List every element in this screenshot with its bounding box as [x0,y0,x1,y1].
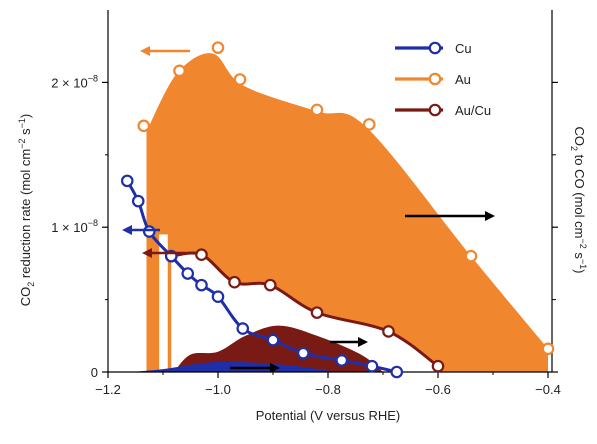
data-point [382,325,395,338]
cu-right-arrow-head [270,363,280,373]
axis-label-part: −1 [17,118,27,128]
axis-label-part: ) [572,269,587,273]
y-tick-exponent: −8 [88,73,98,83]
data-point [228,275,241,289]
data-point [296,346,310,360]
cu-left-arrow-head [122,225,132,235]
data-point [263,278,277,292]
au-cu-right-arrow-head [358,337,368,347]
legend-marker [428,41,442,55]
y-tick-label: 1 × 10−8 [51,218,98,235]
x-tick-label: −0.8 [315,382,341,397]
x-tick-label: −0.6 [425,382,451,397]
series-lines [120,41,555,379]
legend-label: Au/Cu [455,103,491,118]
data-point [120,174,134,188]
data-point [131,194,145,208]
data-point [431,359,445,373]
au-right-arrow-head [485,211,495,221]
au-cu-filled-area [174,325,383,372]
data-point [195,248,208,262]
au-area-gap [159,234,168,372]
axis-label-part: ) [18,114,33,118]
axis-label-part: s [572,249,587,260]
au-left-arrow-head [140,46,150,56]
data-point [181,267,195,280]
axis-label-part: 2 [569,146,579,151]
axis-label-part: reduction rate (mol cm [18,149,33,282]
legend-label: Cu [455,41,472,56]
data-point [365,359,379,373]
axis-label-part: to CO (mol cm [572,151,587,238]
data-point [211,290,225,304]
au-cu-left-arrow-head [142,248,152,258]
data-point [233,73,247,86]
data-point [310,103,324,117]
axis-label-part: −2 [578,238,588,248]
x-tick-label: −0.4 [535,382,561,397]
x-tick-label: −1.2 [95,382,121,397]
data-point [236,322,250,335]
data-point [541,342,555,356]
y-tick-label: 2 × 10−8 [51,73,98,90]
data-point [362,118,376,131]
axis-label-part: CO [572,127,587,147]
legend-label: Au [455,72,471,87]
legend-marker [428,103,442,117]
x-tick-label: −1.0 [205,382,231,397]
y-axis-label-right: CO2 to CO (mol cm−2 s−1) [569,127,588,274]
legend: Cu Au Au/Cu [395,41,491,118]
filled-areas [130,53,548,373]
data-point [464,249,478,263]
data-point [310,306,324,319]
y-tick-exponent: −8 [88,218,98,228]
axis-label-part: −2 [17,139,27,149]
axis-label-part: s [18,128,33,139]
data-point [211,41,225,54]
axis-label-part: CO [18,287,33,307]
data-point [173,64,186,78]
data-point [335,354,349,367]
data-point [390,365,404,379]
data-point [195,278,208,292]
y-axis-label: CO2 reduction rate (mol cm−2 s−1) [17,114,36,306]
y-tick-label: 0 [91,365,98,380]
data-point [266,333,280,347]
axis-label-part: −1 [578,259,588,269]
axis-label-part: 2 [26,282,36,287]
axis-arrows [122,46,495,373]
legend-marker [428,72,442,86]
data-point [142,225,156,238]
x-axis-label: Potential (V versus RHE) [256,408,401,423]
data-point [137,119,151,133]
axes: −1.2 −1.0 −0.8 −0.6 −0.4 0 1 × 10−8 2 × 10−8 [51,10,561,397]
